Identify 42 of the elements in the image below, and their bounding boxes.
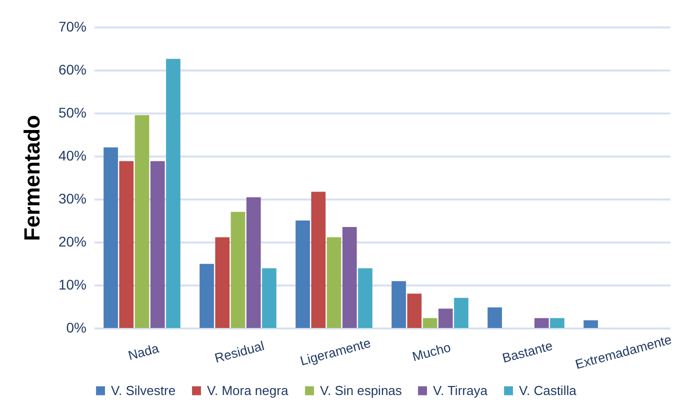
- bar: [150, 161, 165, 328]
- bar: [550, 318, 564, 328]
- legend-label: V. Tirraya: [433, 382, 488, 398]
- x-tick-label: Mucho: [410, 340, 452, 364]
- bar: [200, 264, 214, 328]
- legend-label: V. Mora negra: [207, 382, 289, 398]
- bar: [358, 268, 372, 328]
- bar: [534, 318, 549, 328]
- bar: [392, 281, 406, 328]
- bar: [454, 298, 468, 328]
- legend-label: V. Sin espinas: [320, 382, 402, 398]
- y-tick-label: 70%: [58, 18, 86, 34]
- bar: [342, 226, 357, 328]
- legend-label: V. Silvestre: [111, 382, 176, 398]
- bar: [407, 294, 422, 328]
- bar: [584, 320, 598, 328]
- y-tick-label: 10%: [58, 276, 86, 292]
- bar: [230, 212, 246, 328]
- y-tick-label: 60%: [58, 62, 86, 78]
- y-axis-title: Fermentado: [19, 115, 44, 241]
- x-tick-label: Bastante: [500, 338, 554, 366]
- bar: [326, 237, 342, 328]
- bar: [104, 147, 118, 328]
- bar: [296, 220, 310, 328]
- x-tick-label: Nada: [126, 340, 162, 364]
- bar: [422, 318, 438, 328]
- y-tick-label: 50%: [58, 104, 86, 120]
- bar: [246, 197, 261, 328]
- bar: [134, 115, 150, 328]
- y-tick-label: 30%: [58, 190, 86, 206]
- y-tick-label: 20%: [58, 234, 86, 250]
- bar: [166, 58, 180, 328]
- x-tick-label: Residual: [213, 338, 266, 366]
- bar: [215, 237, 230, 328]
- legend-label: V. Castilla: [519, 382, 578, 398]
- bar: [438, 308, 453, 328]
- bar: [488, 307, 502, 328]
- bar: [262, 268, 276, 328]
- bar: [119, 161, 134, 328]
- y-tick-label: 40%: [58, 148, 86, 164]
- bar: [311, 192, 326, 328]
- y-tick-label: 0%: [66, 320, 86, 336]
